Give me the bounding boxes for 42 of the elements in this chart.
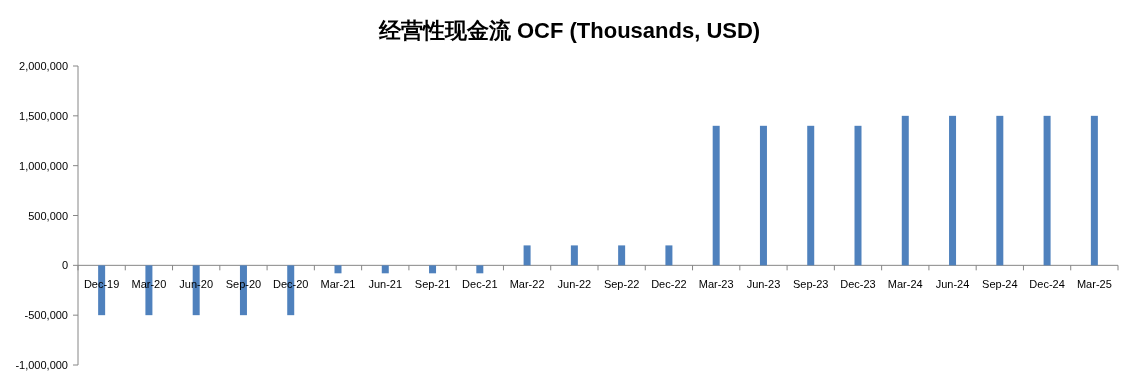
bar: [759, 125, 767, 266]
bar: [1043, 115, 1051, 266]
y-tick-label: 0: [61, 259, 68, 272]
x-tick-label: Jun-22: [557, 278, 592, 291]
x-tick-label: Mar-22: [509, 278, 545, 291]
bar: [854, 125, 862, 266]
x-tick-label: Sep-22: [603, 278, 640, 291]
x-tick-label: Dec-23: [840, 278, 876, 291]
x-tick-label: Dec-24: [1029, 278, 1065, 291]
x-tick-label: Jun-23: [746, 278, 781, 291]
bar: [996, 115, 1004, 266]
x-tick-label: Mar-21: [320, 278, 356, 291]
bar: [334, 265, 342, 274]
x-tick-label: Mar-25: [1076, 278, 1112, 291]
bar: [901, 115, 909, 266]
bar: [1090, 115, 1098, 266]
bar: [381, 265, 389, 274]
bar: [618, 245, 626, 266]
x-tick-label: Sep-23: [792, 278, 829, 291]
y-tick-label: -1,000,000: [15, 359, 68, 371]
x-tick-label: Dec-22: [651, 278, 687, 291]
x-tick-label: Jun-21: [368, 278, 403, 291]
bar: [807, 125, 815, 266]
bar: [949, 115, 957, 266]
chart-title: 经营性现金流 OCF (Thousands, USD): [377, 18, 761, 43]
x-tick-label: Mar-24: [887, 278, 923, 291]
y-tick-label: 500,000: [28, 209, 68, 222]
x-tick-label: Mar-23: [698, 278, 734, 291]
x-tick-label: Jun-24: [935, 278, 970, 291]
y-tick-label: -500,000: [24, 309, 68, 322]
bar: [429, 265, 437, 274]
y-tick-label: 1,500,000: [19, 109, 68, 122]
bar: [570, 245, 578, 266]
y-tick-label: 2,000,000: [19, 60, 68, 72]
x-tick-label: Sep-21: [414, 278, 451, 291]
y-tick-label: 1,000,000: [19, 159, 68, 172]
x-tick-label: Dec-21: [462, 278, 498, 291]
bar: [665, 245, 673, 266]
x-tick-label: Sep-24: [982, 278, 1018, 291]
bar: [476, 265, 484, 274]
bar: [523, 245, 531, 266]
bar: [712, 125, 720, 266]
